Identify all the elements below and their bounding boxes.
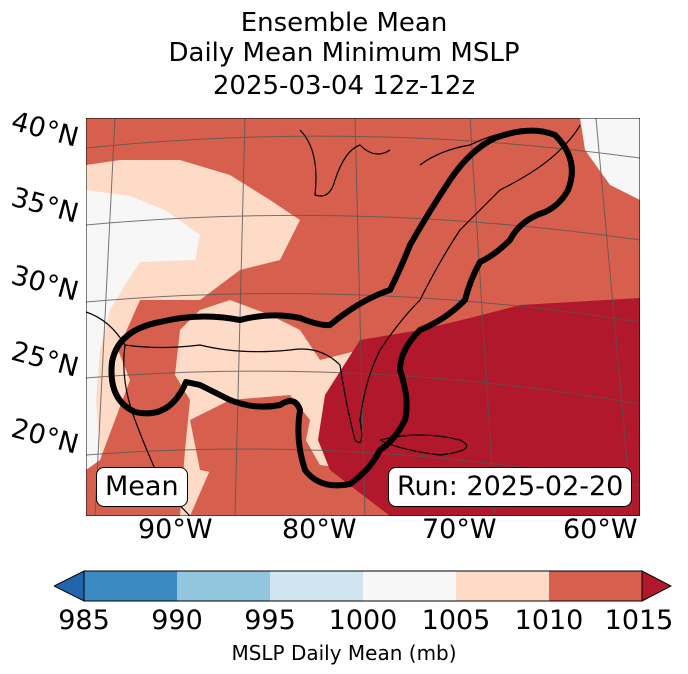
colorbar-tick-1005: 1005 <box>421 605 491 636</box>
colorbar-label: MSLP Daily Mean (mb) <box>231 641 457 665</box>
lon-label-70w: 70°W <box>422 514 497 545</box>
field-1010-1015-gulf <box>190 395 310 480</box>
ensemble-contour <box>108 127 575 489</box>
lat-label-30n: 30°N <box>7 260 82 308</box>
colorbar-bin-995-1000 <box>270 571 363 601</box>
colorbar-tick-1010: 1010 <box>514 605 584 636</box>
colorbar-tick-995: 995 <box>244 605 296 636</box>
colorbar-bin-985-990 <box>84 571 177 601</box>
mean-label-box: Mean <box>96 467 188 507</box>
colorbar-bin-990-995 <box>177 571 270 601</box>
colorbar-tick-1015: 1015 <box>604 605 674 636</box>
colorbar-extend-high <box>641 570 672 602</box>
colorbar-bin-1005-1010 <box>456 571 549 601</box>
lon-label-90w: 90°W <box>138 514 213 545</box>
colorbar-tick-1000: 1000 <box>328 605 398 636</box>
lon-label-80w: 80°W <box>282 514 357 545</box>
run-label-box: Run: 2025-02-20 <box>388 467 633 507</box>
colorbar-tick-990: 990 <box>151 605 203 636</box>
title-line-2: Daily Mean Minimum MSLP <box>168 38 520 68</box>
map-panel <box>86 118 640 516</box>
lat-label-20n: 20°N <box>7 413 82 461</box>
lat-label-40n: 40°N <box>7 106 82 154</box>
title-line-1: Ensemble Mean <box>240 8 448 38</box>
colorbar-tick-985: 985 <box>58 605 110 636</box>
colorbar-bin-1010-1015 <box>549 571 642 601</box>
colorbar-bin-1000-1005 <box>363 571 456 601</box>
lon-label-60w: 60°W <box>563 514 638 545</box>
lat-label-35n: 35°N <box>7 182 82 230</box>
lat-label-25n: 25°N <box>7 336 82 384</box>
field-gt-1015 <box>318 298 640 516</box>
colorbar <box>54 570 672 602</box>
field-1000-1005-west <box>86 190 200 516</box>
field-1000-1005-northeast <box>580 118 640 200</box>
colorbar-extend-low <box>54 570 85 602</box>
title-line-3: 2025-03-04 12z-12z <box>212 71 476 101</box>
